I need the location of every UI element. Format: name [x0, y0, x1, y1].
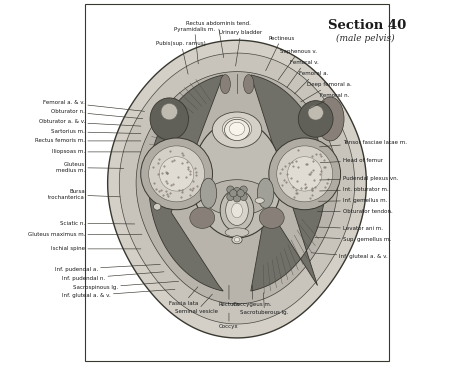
- Text: Pudendal plexus vn.: Pudendal plexus vn.: [319, 176, 399, 181]
- Text: Inf. gluteal a. & v.: Inf. gluteal a. & v.: [62, 290, 175, 298]
- Text: Saphenous v.: Saphenous v.: [278, 49, 317, 80]
- Text: Pyramidalis m.: Pyramidalis m.: [174, 27, 215, 64]
- Text: Pectineus: Pectineus: [265, 36, 294, 71]
- Text: Iliopsoas m.: Iliopsoas m.: [52, 149, 141, 154]
- Ellipse shape: [232, 236, 242, 244]
- Ellipse shape: [222, 117, 252, 140]
- Circle shape: [240, 193, 247, 201]
- Text: Sacrotuberous lg.: Sacrotuberous lg.: [240, 293, 289, 315]
- Ellipse shape: [204, 180, 270, 216]
- Polygon shape: [119, 53, 355, 324]
- Ellipse shape: [317, 97, 344, 141]
- Text: Tensor fasciae latae m.: Tensor fasciae latae m.: [319, 139, 407, 147]
- Text: Femoral n.: Femoral n.: [310, 93, 350, 109]
- Text: Inf. pudendal a.: Inf. pudendal a.: [55, 264, 160, 272]
- Ellipse shape: [229, 122, 245, 135]
- Ellipse shape: [225, 119, 249, 141]
- Text: Rectum: Rectum: [219, 285, 239, 307]
- Ellipse shape: [226, 195, 248, 225]
- Text: Rectus femoris m.: Rectus femoris m.: [35, 138, 141, 143]
- Ellipse shape: [200, 178, 217, 208]
- Polygon shape: [108, 40, 366, 338]
- Text: Obturator n.: Obturator n.: [51, 109, 143, 119]
- Circle shape: [149, 146, 205, 202]
- Ellipse shape: [161, 103, 178, 120]
- Text: Femoral v.: Femoral v.: [287, 60, 319, 87]
- Ellipse shape: [154, 203, 161, 210]
- Ellipse shape: [220, 190, 254, 232]
- Circle shape: [277, 146, 333, 202]
- Text: Sacrospinous lg.: Sacrospinous lg.: [73, 281, 179, 290]
- Text: Inf. pudendal n.: Inf. pudendal n.: [62, 272, 164, 281]
- Ellipse shape: [298, 101, 333, 137]
- Text: Gluteus
medius m.: Gluteus medius m.: [56, 162, 124, 173]
- Circle shape: [233, 187, 241, 195]
- Text: Femoral a. & v.: Femoral a. & v.: [43, 100, 145, 111]
- Text: Rectus abdominis tend.: Rectus abdominis tend.: [185, 21, 250, 58]
- Text: Obturator a. & v.: Obturator a. & v.: [39, 119, 141, 126]
- Text: Seminal vesicle: Seminal vesicle: [174, 294, 218, 314]
- Ellipse shape: [234, 238, 240, 242]
- Polygon shape: [149, 75, 223, 291]
- Circle shape: [269, 138, 341, 210]
- Ellipse shape: [212, 112, 262, 148]
- Text: Int. obturator m.: Int. obturator m.: [319, 187, 389, 192]
- Circle shape: [141, 138, 212, 210]
- Ellipse shape: [257, 178, 274, 208]
- Ellipse shape: [192, 121, 282, 238]
- Ellipse shape: [190, 207, 215, 228]
- Text: Deep femoral a.: Deep femoral a.: [301, 82, 352, 102]
- Ellipse shape: [220, 75, 230, 94]
- Ellipse shape: [244, 75, 254, 94]
- Text: Sup. gemellus m.: Sup. gemellus m.: [315, 237, 391, 242]
- Ellipse shape: [150, 98, 189, 140]
- Polygon shape: [136, 72, 338, 304]
- Text: Sartorius m.: Sartorius m.: [51, 129, 141, 134]
- Text: Coccyx: Coccyx: [219, 313, 239, 329]
- Circle shape: [227, 193, 234, 201]
- Circle shape: [230, 190, 237, 197]
- Text: Sciatic n.: Sciatic n.: [60, 221, 135, 226]
- Text: Inf. gemellus m.: Inf. gemellus m.: [319, 198, 388, 203]
- Text: Obturator tendon.: Obturator tendon.: [318, 209, 393, 214]
- Circle shape: [237, 190, 244, 197]
- Circle shape: [227, 186, 234, 193]
- Ellipse shape: [255, 198, 264, 203]
- Ellipse shape: [308, 105, 323, 120]
- Ellipse shape: [225, 228, 249, 237]
- Text: Pubis(sup. ramus): Pubis(sup. ramus): [156, 41, 206, 74]
- Text: Coccygeus m.: Coccygeus m.: [233, 285, 272, 307]
- Text: Inf. gluteal a. & v.: Inf. gluteal a. & v.: [311, 253, 388, 259]
- Text: Fascia lata: Fascia lata: [169, 287, 199, 306]
- Circle shape: [240, 186, 247, 193]
- Text: Head of femur: Head of femur: [320, 158, 383, 163]
- Text: Femoral a.: Femoral a.: [294, 71, 328, 94]
- Text: Levator ani m.: Levator ani m.: [317, 226, 383, 231]
- Text: Ischial spine: Ischial spine: [51, 246, 141, 251]
- Text: Section 40: Section 40: [328, 19, 406, 32]
- Ellipse shape: [231, 203, 243, 218]
- Circle shape: [288, 157, 322, 191]
- Ellipse shape: [259, 207, 284, 228]
- Circle shape: [233, 195, 241, 202]
- Polygon shape: [251, 75, 325, 291]
- Text: Gluteus maximus m.: Gluteus maximus m.: [27, 232, 142, 238]
- Text: (male pelvis): (male pelvis): [336, 34, 394, 43]
- Text: Urinary bladder: Urinary bladder: [219, 30, 262, 66]
- Circle shape: [159, 157, 194, 191]
- Text: Bursa
trochanterica: Bursa trochanterica: [48, 189, 120, 200]
